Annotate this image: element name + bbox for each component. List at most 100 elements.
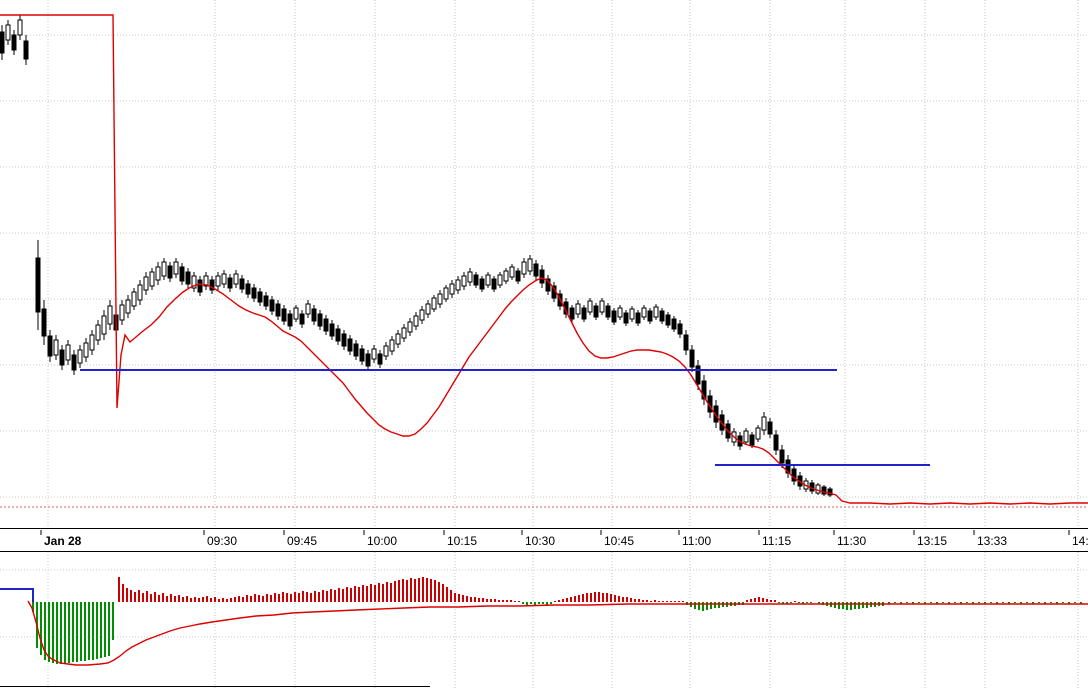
candle-body (143, 276, 149, 291)
candle-body (701, 380, 707, 400)
candle-body (233, 273, 239, 285)
candle-body (779, 449, 785, 464)
candle-body (347, 338, 353, 352)
candle-body (185, 271, 191, 285)
candle-body (485, 274, 491, 286)
candle-body (431, 297, 437, 310)
candle-body (743, 430, 749, 443)
candle-body (377, 353, 383, 365)
candle-body (449, 283, 455, 295)
candle-body (65, 344, 71, 361)
indicator-signal-line (27, 600, 1088, 666)
candle-body (401, 327, 407, 339)
candle-body (407, 321, 413, 333)
moving-average-line (0, 14, 1088, 505)
candle-body (809, 482, 815, 492)
candle-body (317, 313, 323, 327)
candle-body (263, 295, 269, 307)
candle-body (677, 323, 683, 335)
candle-body (191, 275, 197, 289)
candle-body (149, 271, 155, 287)
candle-body (95, 324, 101, 341)
candle-body (83, 342, 89, 358)
time-axis-strip[interactable] (0, 528, 1088, 551)
time-label: 10:00 (367, 534, 397, 548)
candle-body (287, 313, 293, 327)
candle-body (443, 287, 449, 300)
candle-body (221, 273, 227, 285)
time-label: 14:0 (1072, 534, 1088, 548)
candle-body (521, 261, 527, 275)
candle-body (785, 459, 791, 474)
candle-body (335, 328, 341, 342)
time-label: 13:33 (977, 534, 1007, 548)
time-label: 09:30 (207, 534, 237, 548)
candle-body (227, 277, 233, 289)
candle-body (101, 315, 107, 335)
candle-body (311, 308, 317, 322)
candle-body (425, 303, 431, 315)
candle-body (155, 266, 161, 281)
candle-body (23, 40, 29, 60)
candle-body (323, 318, 329, 332)
candle-body (71, 354, 77, 371)
candle-body (773, 434, 779, 451)
histogram-layer (32, 577, 1082, 664)
candle-body (533, 263, 539, 277)
candle-body (689, 349, 695, 368)
candle-body (539, 269, 545, 284)
candle-body (413, 315, 419, 327)
candle-body (107, 305, 113, 325)
time-label: 13:15 (917, 534, 947, 548)
candle-body (125, 299, 131, 314)
candle-body (791, 468, 797, 482)
time-label: 10:30 (525, 534, 555, 548)
candle-body (713, 405, 719, 423)
candle-body (197, 279, 203, 293)
candle-body (389, 339, 395, 352)
candle-body (815, 484, 821, 494)
candle-body (437, 293, 443, 305)
candle-body (755, 427, 761, 440)
candle-body (209, 279, 215, 291)
candle-body (89, 334, 95, 351)
candle-body (59, 349, 65, 366)
candle-body (659, 310, 665, 322)
candle-body (77, 349, 83, 364)
candle-body (593, 305, 599, 318)
candle-body (473, 274, 479, 286)
candle-body (647, 310, 653, 322)
candle-body (635, 312, 641, 324)
candle-body (167, 265, 173, 279)
candle-body (395, 333, 401, 345)
candle-body (203, 275, 209, 287)
candle-body (827, 488, 833, 496)
candle-body (383, 345, 389, 357)
candle-body (617, 307, 623, 318)
time-label: 11:15 (762, 534, 791, 548)
candle-body (47, 335, 53, 357)
candle-body (509, 266, 515, 278)
candle-body (11, 34, 17, 51)
candle-body (545, 278, 551, 292)
candle-body (329, 323, 335, 337)
candle-body (641, 307, 647, 318)
candles-layer[interactable] (0, 15, 833, 497)
candle-body (761, 416, 767, 431)
candle-body (665, 314, 671, 326)
candle-body (575, 303, 581, 315)
candle-body (269, 299, 275, 312)
candle-body (599, 300, 605, 313)
candle-body (581, 307, 587, 320)
candle-body (353, 343, 359, 357)
candle-body (671, 318, 677, 330)
candle-body (161, 261, 167, 277)
candle-body (173, 261, 179, 275)
candle-body (683, 334, 689, 351)
candle-body (239, 278, 245, 290)
candle-body (5, 24, 11, 41)
time-label: 10:15 (447, 534, 477, 548)
